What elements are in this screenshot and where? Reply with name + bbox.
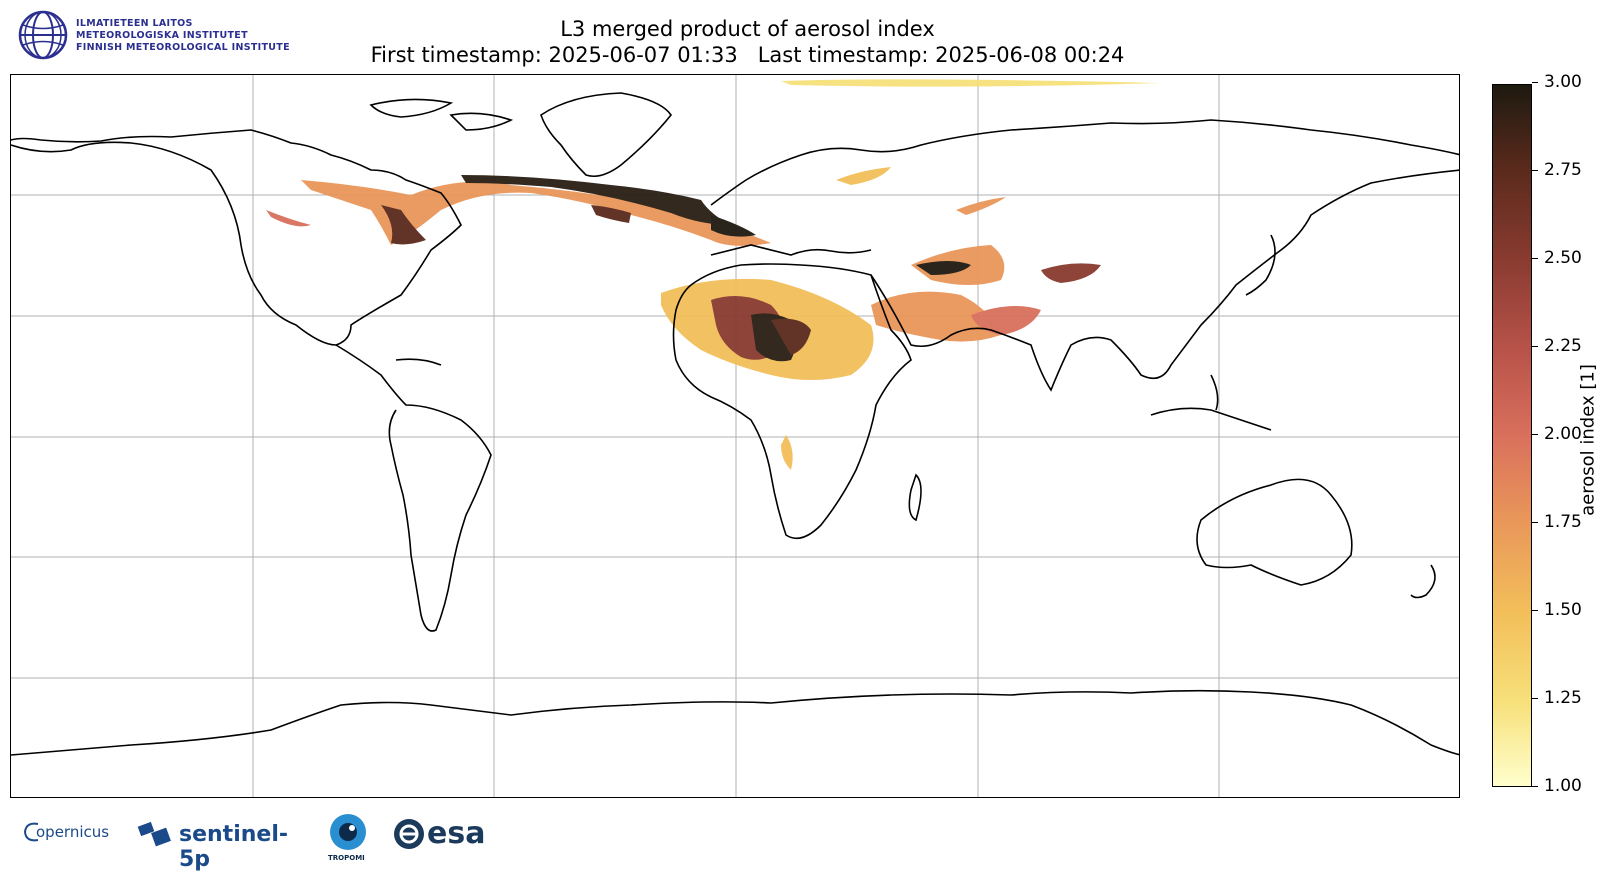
title-line-2: First timestamp: 2025-06-07 01:33 Last t…	[370, 43, 1125, 67]
colorbar-tick: 2.25	[1532, 336, 1582, 356]
map-title: L3 merged product of aerosol index First…	[0, 16, 1615, 68]
colorbar-tick: 2.75	[1532, 160, 1582, 180]
aerosol-layer	[266, 79, 1161, 470]
satellite-icon	[137, 821, 171, 847]
fmi-globe-icon	[18, 10, 68, 60]
coastlines	[11, 92, 1459, 756]
colorbar-tick: 2.00	[1532, 424, 1582, 444]
title-line-1: L3 merged product of aerosol index	[560, 17, 935, 41]
colorbar-label: aerosol index [1]	[1577, 364, 1599, 516]
colorbar-tick: 3.00	[1532, 72, 1582, 92]
tropomi-text: TROPOMI	[328, 854, 365, 862]
copernicus-text: opernicus	[36, 823, 110, 841]
world-map	[10, 74, 1460, 798]
esa-icon	[394, 819, 424, 849]
colorbar-tick: 1.25	[1532, 688, 1582, 708]
tropomi-eye-icon	[330, 814, 366, 850]
colorbar-tick: 1.50	[1532, 600, 1582, 620]
colorbar-tick: 2.50	[1532, 248, 1582, 268]
fmi-name-sv: METEOROLOGISKA INSTITUTET	[76, 30, 248, 41]
colorbar-tick: 1.00	[1532, 776, 1582, 796]
fmi-name-fi: ILMATIETEEN LAITOS	[76, 18, 193, 29]
tropomi-logo: TROPOMI	[326, 812, 370, 864]
colorbar	[1492, 84, 1532, 787]
colorbar-tick: 1.75	[1532, 512, 1582, 532]
fmi-name-en: FINNISH METEOROLOGICAL INSTITUTE	[76, 42, 290, 53]
copernicus-icon	[23, 822, 39, 842]
sentinel-text: sentinel-5p	[179, 822, 288, 872]
fmi-logo: ILMATIETEEN LAITOS METEOROLOGISKA INSTIT…	[18, 10, 318, 62]
esa-text: esa	[427, 816, 486, 851]
map-canvas	[11, 75, 1459, 797]
graticule	[11, 75, 1459, 797]
